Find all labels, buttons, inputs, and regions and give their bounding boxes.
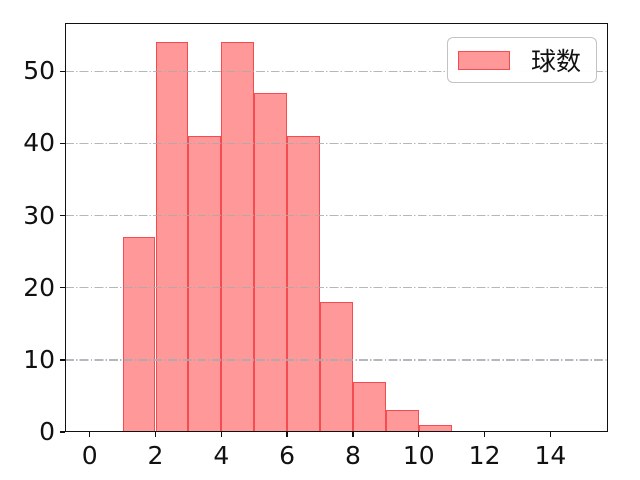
histogram-bar [320,302,353,432]
histogram-bar [188,136,222,432]
legend-label: 球数 [530,47,581,76]
x-tick-mark [286,432,288,437]
histogram-bar [155,42,189,432]
y-tick-mark [60,214,65,217]
x-tick-label: 12 [468,441,501,470]
x-tick-label: 10 [402,441,435,470]
x-tick-mark [154,432,157,437]
y-tick-label: 10 [23,344,55,374]
y-tick-mark [60,287,65,289]
x-tick-label: 0 [81,441,98,470]
plot-area: 球数 [65,23,608,432]
x-tick-mark [88,432,91,437]
y-tick-label: 0 [39,417,55,446]
histogram-bar [418,424,452,432]
y-tick-label: 50 [23,56,55,86]
legend: 球数 [446,37,597,83]
x-tick-mark [220,432,222,437]
histogram-bar [385,410,419,432]
histogram-bar [352,381,386,432]
histogram-bar [254,92,288,432]
x-tick-label: 8 [345,441,361,470]
x-tick-mark [418,432,420,437]
y-tick-mark [60,359,65,361]
y-tick-label: 40 [23,128,55,158]
y-tick-mark [60,70,65,73]
x-tick-label: 14 [534,441,567,470]
y-tick-mark [60,142,65,145]
histogram-bar [122,237,156,432]
x-tick-mark [483,432,486,437]
x-tick-mark [352,432,354,437]
x-tick-label: 6 [279,441,296,470]
y-tick-label: 20 [23,272,55,302]
y-tick-mark [60,431,65,433]
histogram-bar [287,136,321,432]
histogram-bar [221,42,255,432]
legend-swatch [457,50,510,70]
y-tick-label: 30 [23,200,55,230]
x-tick-label: 2 [147,441,164,470]
x-tick-mark [549,432,552,437]
x-tick-label: 4 [213,441,230,470]
bars-layer [65,23,608,432]
